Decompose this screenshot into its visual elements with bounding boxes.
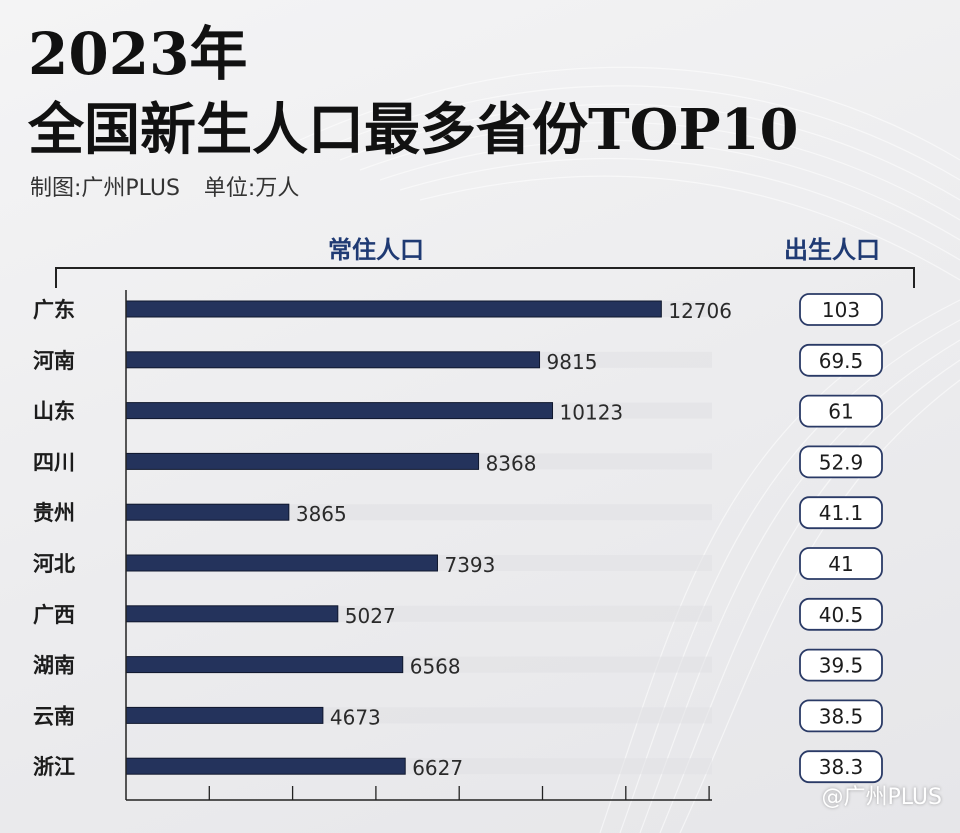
chart-subtitle: 制图:广州PLUS 单位:万人 <box>30 174 299 204</box>
category-label: 河北 <box>33 551 75 576</box>
watermark-text: @广州PLUS <box>821 785 943 810</box>
births-pill <box>799 293 883 326</box>
chart-title: 全国新生人口最多省份TOP10 <box>28 97 799 163</box>
births-value: 41 <box>828 552 853 576</box>
data-label: 4673 <box>330 705 381 729</box>
births-pill <box>799 343 883 377</box>
category-label: 云南 <box>33 703 75 728</box>
births-value: 40.5 <box>819 603 864 627</box>
category-label: 四川 <box>33 449 75 474</box>
births-value: 38.5 <box>819 704 864 728</box>
bar <box>125 503 290 521</box>
category-label: 贵州 <box>33 500 75 525</box>
births-pill <box>799 648 883 682</box>
unit-text: 单位:万人 <box>203 176 300 201</box>
bar <box>125 656 404 674</box>
data-label: 3865 <box>296 502 347 526</box>
births-pill <box>799 445 883 479</box>
births-value: 103 <box>822 298 860 322</box>
births-value: 69.5 <box>819 349 864 373</box>
births-value: 61 <box>828 400 853 424</box>
category-label: 湖南 <box>33 653 75 678</box>
births-pill <box>799 547 883 580</box>
bar <box>125 351 541 369</box>
category-label: 河南 <box>33 348 75 373</box>
bar <box>125 706 324 724</box>
births-value: 38.3 <box>819 755 864 779</box>
header-bracket-line <box>55 267 915 288</box>
data-label: 5027 <box>345 604 396 628</box>
bar <box>125 300 662 318</box>
births-pill <box>799 750 883 784</box>
data-label: 10123 <box>560 401 624 425</box>
data-label: 12706 <box>668 299 732 323</box>
data-label: 7393 <box>444 553 495 577</box>
bar <box>125 605 339 623</box>
category-label: 浙江 <box>33 754 75 779</box>
data-label: 8368 <box>486 451 537 475</box>
bar <box>125 554 438 572</box>
bar <box>125 402 554 420</box>
births-value: 41.1 <box>819 501 864 525</box>
births-pill <box>799 394 883 428</box>
column-header-resident-population: 常住人口 <box>328 236 424 264</box>
category-label: 山东 <box>33 399 75 424</box>
data-label: 6568 <box>410 655 461 679</box>
chart-title-year: 2023年 <box>28 20 248 88</box>
credit-text: 制图:广州PLUS <box>30 176 180 201</box>
births-pill <box>799 699 883 733</box>
category-label: 广西 <box>33 602 75 627</box>
column-header-births: 出生人口 <box>784 236 880 264</box>
births-pill <box>799 496 883 530</box>
category-label: 广东 <box>33 297 75 322</box>
bar <box>125 452 480 470</box>
bar <box>125 757 406 775</box>
births-value: 52.9 <box>819 450 864 474</box>
births-pill <box>799 597 883 631</box>
data-label: 9815 <box>547 350 598 374</box>
births-value: 39.5 <box>819 654 864 678</box>
data-label: 6627 <box>412 756 463 780</box>
